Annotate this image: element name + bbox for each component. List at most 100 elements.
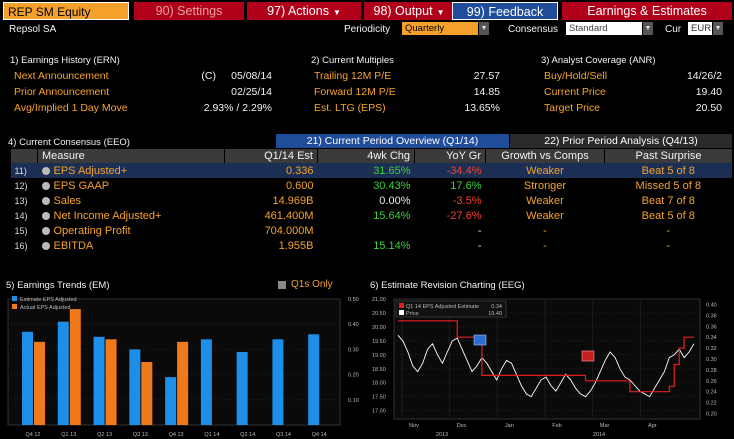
revision-chart-title[interactable]: 6) Estimate Revision Charting (EEG): [370, 280, 525, 291]
legend-estimate-label: Estimate EPS Adjusted: [20, 297, 77, 303]
measure-cell-text: EPS Adjusted+: [53, 164, 128, 177]
radio-dot-icon[interactable]: [41, 196, 50, 205]
radio-dot-icon[interactable]: [41, 166, 50, 175]
surprise-cell: Beat 7 of 8: [605, 193, 733, 208]
periodicity-select[interactable]: Quarterly: [402, 22, 478, 35]
ticker-field[interactable]: REP SM Equity: [3, 2, 129, 20]
table-header-num: [10, 149, 38, 163]
row-number-text: 13): [14, 195, 28, 206]
right-tick-label: 0.20: [706, 412, 717, 418]
estimate-cell: 1.955B: [225, 238, 318, 253]
x-tick-label: Q1 14: [204, 432, 219, 438]
table-header[interactable]: Past Surprise: [604, 149, 732, 163]
table-header[interactable]: 4wk Chg: [317, 149, 415, 163]
consensus-select[interactable]: Standard: [566, 22, 642, 35]
prior-announcement-label: Prior Announcement: [14, 86, 110, 98]
settings-button[interactable]: 90) Settings: [134, 2, 244, 20]
table-header[interactable]: YoY Gr: [414, 149, 486, 163]
x-tick-label: Feb: [552, 423, 561, 429]
feedback-button[interactable]: 99) Feedback: [452, 2, 558, 20]
yoy-cell-text: -3.5%: [452, 194, 482, 207]
measure-cell: EPS Adjusted+: [37, 163, 225, 178]
earnings-trends-title[interactable]: 5) Earnings Trends (EM): [6, 280, 110, 291]
yoy-cell-text: -: [477, 224, 482, 237]
output-button[interactable]: 98) Output ▼: [364, 2, 454, 20]
chevron-down-icon[interactable]: ▼: [713, 22, 723, 35]
measure-cell-text: Net Income Adjusted+: [53, 209, 162, 222]
actual-bar: [105, 339, 117, 425]
earnings-estimates-button[interactable]: Earnings & Estimates: [562, 2, 732, 20]
q1s-label: Q1s Only: [291, 279, 333, 290]
right-tick-label: 0.38: [706, 313, 717, 319]
change-cell-text: 31.65%: [373, 164, 411, 177]
radio-dot-icon[interactable]: [41, 181, 50, 190]
yoy-cell: -3.5%: [415, 193, 486, 208]
table-row[interactable]: 11) EPS Adjusted+ 0.336 31.65% -34.4% Weaker B…: [10, 163, 732, 178]
table-row[interactable]: 14) Net Income Adjusted+ 461.400M 15.64% -27…: [11, 208, 733, 223]
table-header[interactable]: Measure: [37, 149, 225, 163]
left-tick-label: 19.50: [372, 339, 386, 345]
change-cell: 31.65%: [317, 163, 415, 178]
chevron-down-icon[interactable]: ▼: [643, 22, 653, 35]
x-year-label: 2013: [436, 432, 448, 438]
row-number: 16): [11, 238, 38, 253]
surprise-cell-text: Beat 7 of 8: [641, 194, 695, 207]
estimate-cell-text: 0.336: [285, 164, 314, 177]
yoy-cell: -: [415, 223, 486, 238]
event-marker-icon[interactable]: [581, 350, 595, 362]
tab-current-period[interactable]: 21) Current Period Overview (Q1/14): [276, 134, 509, 148]
x-tick-label: Q4 13: [169, 432, 184, 438]
right-tick-label: 0.40: [706, 302, 717, 308]
right-tick-label: 0.26: [706, 379, 717, 385]
current-price-label: Current Price: [544, 86, 606, 98]
chevron-down-icon[interactable]: ▼: [479, 22, 489, 35]
forward-pe-label: Forward 12M P/E: [314, 86, 396, 98]
measure-cell-text: Sales: [53, 194, 82, 207]
estimate-bar: [129, 349, 141, 425]
consensus-label: Consensus: [508, 24, 559, 35]
radio-dot-icon[interactable]: [41, 226, 50, 235]
consensus-title[interactable]: 4) Current Consensus (EEO): [8, 137, 130, 148]
q1s-checkbox[interactable]: [278, 281, 286, 289]
left-tick-label: 17.50: [372, 395, 386, 401]
y-tick-label: 0.30: [348, 347, 359, 353]
yoy-cell-text: -27.6%: [446, 209, 482, 222]
radio-dot-icon[interactable]: [41, 241, 50, 250]
currency-select[interactable]: EUR: [688, 22, 712, 35]
radio-dot-icon[interactable]: [41, 211, 50, 220]
x-tick-label: Jan: [505, 423, 514, 429]
estimate-cell-text: 0.600: [285, 179, 314, 192]
table-row[interactable]: 12) EPS GAAP 0.600 30.43% 17.6% Stronger Misse…: [11, 178, 733, 193]
row-number: 15): [11, 223, 38, 238]
legend-estimate-swatch: [12, 296, 17, 301]
table-header[interactable]: Growth vs Comps: [485, 149, 605, 163]
actions-button[interactable]: 97) Actions ▼: [247, 2, 361, 20]
legend-price-value: 19.40: [488, 311, 502, 317]
left-tick-label: 20.00: [372, 325, 386, 331]
yoy-cell-text: -34.4%: [446, 164, 482, 177]
yoy-cell: -: [415, 238, 486, 253]
earnings-history-title[interactable]: 1) Earnings History (ERN): [10, 55, 120, 66]
table-header[interactable]: Q1/14 Est: [224, 149, 318, 163]
estimate-bar: [165, 377, 177, 425]
tab-prior-period[interactable]: 22) Prior Period Analysis (Q4/13): [510, 134, 732, 148]
yoy-cell: 17.6%: [415, 178, 486, 193]
table-row[interactable]: 15) Operating Profit 704.000M - - -: [11, 223, 733, 238]
coverage-title[interactable]: 3) Analyst Coverage (ANR): [541, 55, 656, 66]
confirmed-flag: (C): [201, 70, 216, 82]
legend-estimate-value: 0.34: [491, 304, 502, 310]
output-label: 98) Output: [373, 4, 433, 18]
table-row[interactable]: 13) Sales 14.969B 0.00% -3.5% Weaker Beat 7 of…: [11, 193, 733, 208]
surprise-cell-text: Missed 5 of 8: [635, 179, 701, 192]
table-row[interactable]: 16) EBITDA 1.955B 15.14% - - -: [11, 238, 733, 253]
x-tick-label: Nov: [409, 423, 419, 429]
change-cell: 0.00%: [318, 193, 415, 208]
right-tick-label: 0.36: [706, 324, 717, 330]
legend-price-label: Price: [406, 311, 419, 317]
event-marker-icon[interactable]: [473, 334, 487, 346]
measure-cell: Sales: [38, 193, 225, 208]
measure-cell-text: Operating Profit: [53, 224, 131, 237]
growth-cell-text: Weaker: [526, 209, 564, 222]
earnings-trends-chart: 0.10 0.20 0.30 0.40 0.50 Q4 12 Q1 13 Q2 13 Q3 13…: [6, 293, 366, 439]
estimate-bar: [22, 331, 33, 425]
